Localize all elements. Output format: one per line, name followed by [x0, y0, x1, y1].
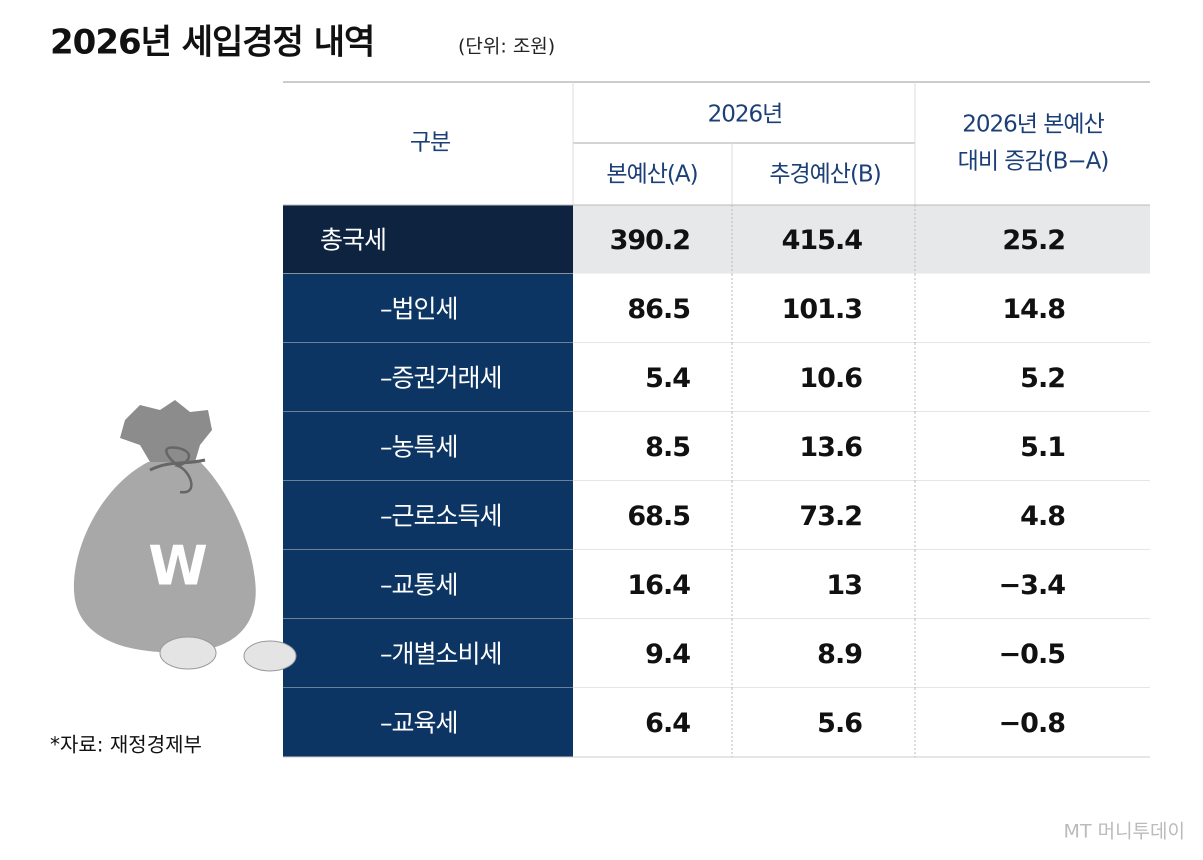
cell-value: −3.4 — [999, 570, 1066, 601]
row-label: –개별소비세 — [380, 640, 502, 669]
header-b: 추경예산(B) — [769, 162, 880, 188]
watermark: MT 머니투데이 — [1064, 821, 1185, 843]
cell-value: 86.5 — [627, 294, 690, 325]
cell-value: 101.3 — [782, 294, 862, 325]
cell-value: −0.8 — [999, 708, 1066, 739]
cell-value: 68.5 — [627, 501, 690, 532]
label-cell — [283, 481, 573, 550]
cell-value: 14.8 — [1002, 294, 1065, 325]
value-row-bg — [573, 550, 1150, 619]
label-cell — [283, 550, 573, 619]
cell-value: 25.2 — [1002, 225, 1065, 256]
cell-value: 8.9 — [817, 639, 862, 670]
value-row-bg — [573, 619, 1150, 688]
cell-value: 8.5 — [645, 432, 690, 463]
cell-value: 390.2 — [610, 225, 690, 256]
svg-text:W: W — [148, 535, 208, 598]
cell-value: −0.5 — [999, 639, 1065, 670]
cell-value: 4.8 — [1020, 501, 1065, 532]
row-label: –교육세 — [380, 709, 458, 738]
cell-value: 73.2 — [799, 501, 862, 532]
value-row-bg — [573, 481, 1150, 550]
row-label: –증권거래세 — [380, 364, 502, 393]
cell-value: 9.4 — [645, 639, 690, 670]
money-bag-icon: W — [73, 400, 297, 672]
value-row-bg — [573, 205, 1150, 274]
table-body: 총국세 390.2 415.4 25.2 –법인세 86.5 101.3 14.8 –증권거래세… — [283, 204, 1150, 758]
row-label: 총국세 — [320, 226, 386, 255]
row-label: –근로소득세 — [380, 502, 502, 531]
label-cell — [283, 274, 573, 343]
row-label: –농특세 — [380, 433, 458, 462]
row-label: –교통세 — [380, 571, 458, 600]
cell-value: 5.1 — [1020, 432, 1065, 463]
row-label: –법인세 — [380, 295, 458, 324]
cell-value: 5.6 — [817, 708, 862, 739]
cell-value: 13.6 — [799, 432, 862, 463]
cell-value: 5.4 — [645, 363, 690, 394]
label-cell — [283, 343, 573, 412]
value-row-bg — [573, 688, 1150, 757]
label-cell — [283, 688, 573, 757]
cell-value: 16.4 — [627, 570, 690, 601]
label-cell — [283, 412, 573, 481]
unit: (단위: 조원) — [458, 36, 555, 58]
header-diff: 대비 증감(B−A) — [958, 149, 1109, 175]
cell-value: 13 — [826, 570, 862, 601]
header-year: 2026년 — [708, 102, 783, 128]
label-cell — [283, 619, 573, 688]
header-category: 구분 — [410, 130, 450, 156]
label-cell — [283, 205, 573, 274]
cell-value: 10.6 — [799, 363, 862, 394]
cell-value: 6.4 — [645, 708, 690, 739]
title: 2026년 세입경정 내역 — [50, 23, 374, 63]
header-a: 본예산(A) — [606, 162, 697, 188]
cell-value: 415.4 — [782, 225, 863, 256]
source: *자료: 재정경제부 — [50, 733, 202, 757]
value-row-bg — [573, 412, 1150, 481]
value-row-bg — [573, 343, 1150, 412]
value-row-bg — [573, 274, 1150, 343]
cell-value: 5.2 — [1020, 363, 1065, 394]
header-diff: 2026년 본예산 — [962, 112, 1104, 138]
